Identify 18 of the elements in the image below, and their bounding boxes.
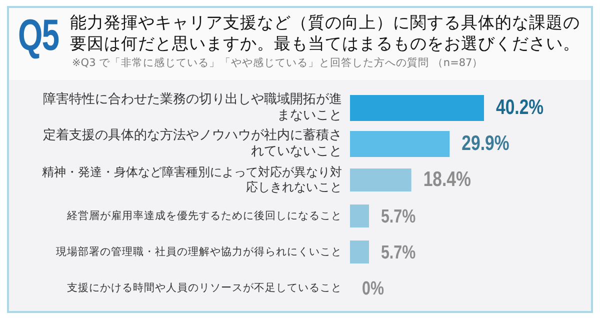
y-tick-label: 支援にかける時間や人員のリソースが不足していること	[66, 282, 342, 295]
y-tick-label: 経営層が雇用率達成を優先するために後回しになること	[66, 210, 342, 223]
y-tick-label: 障害特性に合わせた業務の切り出しや職域開拓が進まないこと	[42, 92, 342, 124]
y-tick-label: 定着支援の具体的な方法やノウハウが社内に蓄積されていないこと	[42, 128, 342, 160]
data-label: 5.7%	[381, 240, 416, 264]
data-label: 5.7%	[381, 204, 416, 228]
chart-subtitle: 能力発揮やキャリア支援など（質の向上）に関する具体的な課題の要因は何だと思いますか。最も当てはまるものをお選びください。	[70, 12, 581, 54]
data-label: 29.9%	[462, 132, 510, 156]
data-label: 18.4%	[423, 168, 472, 192]
chart-title: Q5	[18, 10, 59, 62]
bar	[350, 168, 412, 192]
text: ※Q3 で「非常に感じている」「やや感じている」と回答した方への質問 （n=87）	[72, 56, 484, 70]
data-label: 40.2%	[496, 96, 544, 120]
bar	[350, 204, 369, 228]
y-tick-label: 精神・発達・身体など障害種別によって対応が異なり対応しきれないこと	[41, 165, 342, 195]
bar	[350, 240, 369, 264]
data-label: 0%	[362, 276, 384, 300]
y-tick-label: 現場部署の管理職・社員の理解や協力が得られにくいこと	[55, 246, 342, 259]
